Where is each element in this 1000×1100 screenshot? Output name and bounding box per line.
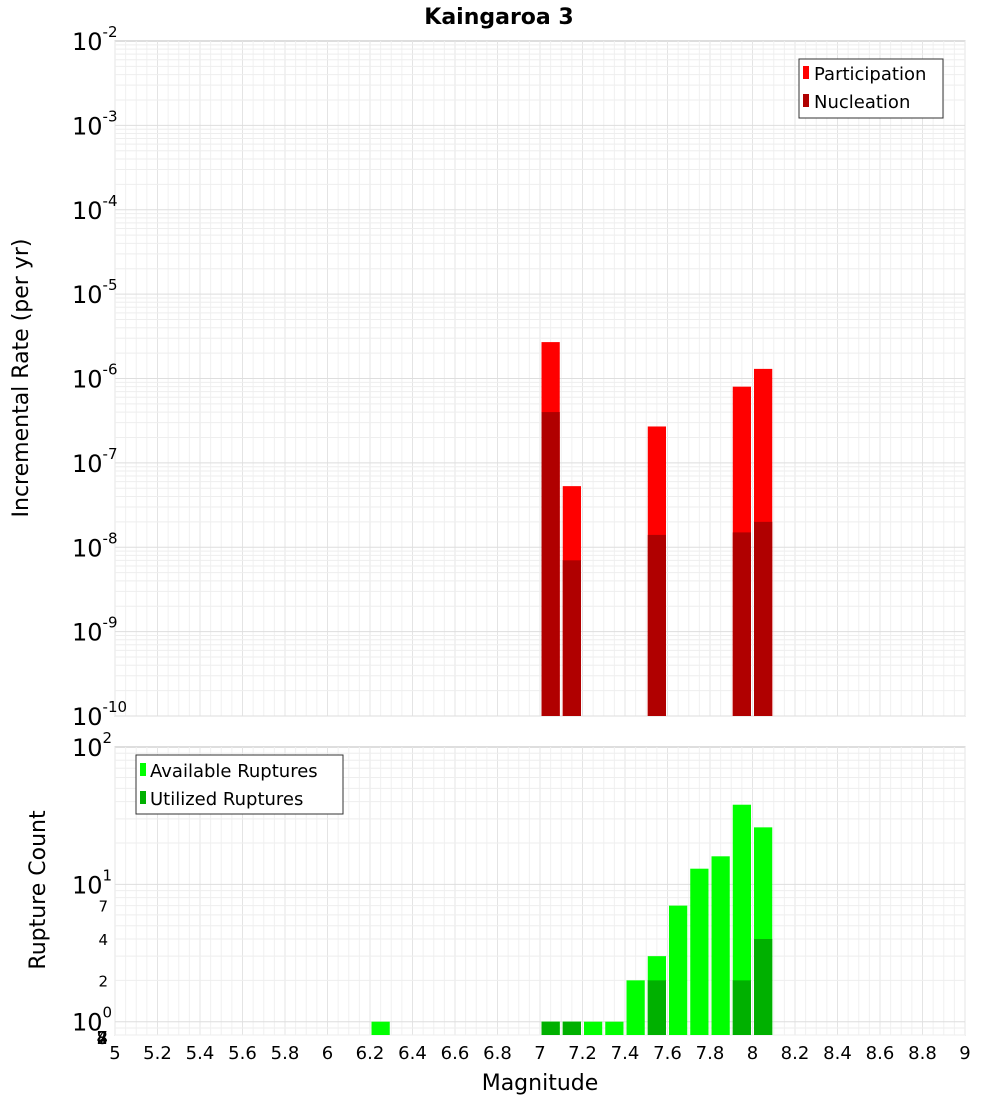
legend-swatch-participation xyxy=(803,66,809,79)
y-minor-tick-label: 8 xyxy=(97,1028,108,1049)
legend-label-nucleation: Nucleation xyxy=(814,92,910,113)
top-legend-box xyxy=(798,58,944,119)
x-tick-label: 6.6 xyxy=(441,1043,470,1064)
available-ruptures-bar xyxy=(669,905,688,1035)
x-tick-label: 5.4 xyxy=(186,1043,215,1064)
x-tick-label: 8 xyxy=(747,1043,758,1064)
legend-label-utilized: Utilized Ruptures xyxy=(150,789,303,810)
top-plot-bars xyxy=(541,342,773,716)
nucleation-bar xyxy=(732,532,751,716)
legend-swatch-utilized xyxy=(140,791,146,804)
x-tick-label: 9 xyxy=(959,1043,970,1064)
x-tick-label: 5 xyxy=(109,1043,120,1064)
available-ruptures-bar xyxy=(732,804,751,1035)
x-tick-label: 7.6 xyxy=(653,1043,682,1064)
y-tick-label: 10-5 xyxy=(72,276,118,309)
available-ruptures-bar xyxy=(371,1021,390,1035)
nucleation-bar xyxy=(754,521,773,716)
x-tick-label: 6.2 xyxy=(356,1043,385,1064)
x-tick-label: 6 xyxy=(322,1043,333,1064)
y-tick-label: 10-9 xyxy=(72,614,118,647)
nucleation-bar xyxy=(541,412,560,716)
bottom-legend-box xyxy=(135,754,344,815)
x-axis-label: Magnitude xyxy=(482,1071,599,1096)
utilized-ruptures-bar xyxy=(732,980,751,1035)
y-tick-label: 100 xyxy=(72,1004,112,1037)
y-tick-label: 10-7 xyxy=(72,445,118,478)
x-tick-label: 8.2 xyxy=(781,1043,810,1064)
y-minor-tick-label: 4 xyxy=(97,1028,108,1049)
x-tick-label: 7.8 xyxy=(696,1043,725,1064)
top-y-axis-label: Incremental Rate (per yr) xyxy=(9,239,34,518)
legend-label-available: Available Ruptures xyxy=(150,761,318,782)
y-minor-tick-label: 2 xyxy=(97,1028,108,1049)
x-tick-label: 7.4 xyxy=(611,1043,640,1064)
utilized-ruptures-bar xyxy=(541,1021,560,1035)
bottom-plot-bars xyxy=(371,804,773,1035)
x-tick-label: 5.2 xyxy=(143,1043,172,1064)
y-minor-tick-label: 4 xyxy=(98,931,108,949)
available-ruptures-bar xyxy=(584,1021,603,1035)
chart-title: Kaingaroa 3 xyxy=(424,5,573,30)
available-ruptures-bar xyxy=(626,980,645,1035)
bottom-y-axis-label: Rupture Count xyxy=(26,810,51,970)
y-tick-label: 10-4 xyxy=(72,192,118,225)
x-tick-label: 7.2 xyxy=(568,1043,597,1064)
x-tick-label: 6.8 xyxy=(483,1043,512,1064)
y-tick-label: 10-3 xyxy=(72,107,118,140)
y-minor-tick-label: 7 xyxy=(97,1028,108,1049)
legend-swatch-available xyxy=(140,763,146,776)
top-y-tick-labels: 10-2 10-3 10-4 10-5 10-6 10-7 10-8 10-9 10-10 xyxy=(72,23,127,731)
y-tick-label: 102 xyxy=(72,729,112,762)
x-tick-label: 7 xyxy=(534,1043,545,1064)
available-ruptures-bar xyxy=(711,856,730,1035)
utilized-ruptures-bar xyxy=(754,939,773,1035)
x-tick-label: 8.4 xyxy=(823,1043,852,1064)
x-tick-label: 8.6 xyxy=(866,1043,895,1064)
y-tick-label: 10-10 xyxy=(72,698,127,731)
nucleation-bar xyxy=(562,560,581,716)
y-tick-label: 101 xyxy=(72,866,112,899)
available-ruptures-bar xyxy=(690,868,709,1035)
legend-swatch-nucleation xyxy=(803,94,809,107)
x-tick-label: 6.4 xyxy=(398,1043,427,1064)
y-tick-label: 10-8 xyxy=(72,529,118,562)
x-tick-labels: 5 5.2 5.4 5.6 5.8 6 6.2 6.4 6.6 6.8 7 7.2 7.4 7.6 7.8 8… xyxy=(109,1043,970,1064)
x-tick-label: 5.8 xyxy=(271,1043,300,1064)
top-plot-grid xyxy=(114,41,966,717)
y-tick-label: 10-2 xyxy=(72,23,118,56)
legend-label-participation: Participation xyxy=(814,64,926,85)
nucleation-bar xyxy=(647,534,666,716)
available-ruptures-bar xyxy=(605,1021,624,1035)
y-tick-label: 10-6 xyxy=(72,361,118,394)
bottom-legend: Available Ruptures Utilized Ruptures xyxy=(135,754,344,815)
x-tick-label: 8.8 xyxy=(908,1043,937,1064)
x-tick-label: 5.6 xyxy=(228,1043,257,1064)
y-minor-tick-label: 2 xyxy=(98,972,108,990)
y-minor-tick-label: 7 xyxy=(98,898,108,916)
utilized-ruptures-bar xyxy=(647,980,666,1035)
utilized-ruptures-bar xyxy=(562,1021,581,1035)
top-legend: Participation Nucleation xyxy=(798,58,944,119)
